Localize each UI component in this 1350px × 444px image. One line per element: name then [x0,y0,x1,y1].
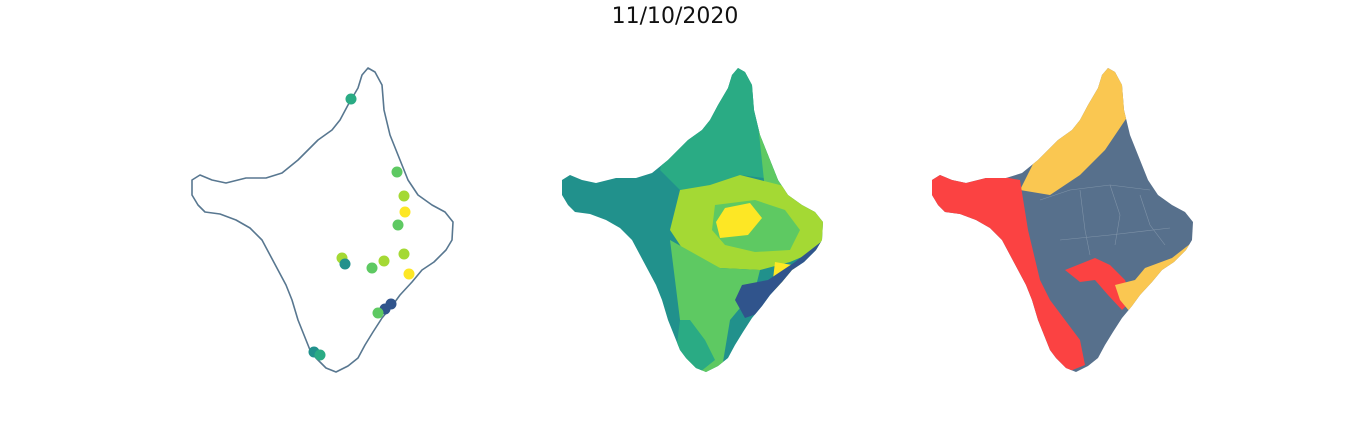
data-point [339,258,351,270]
subregion-borders [1039,184,1171,256]
data-point [403,268,415,280]
data-point [378,255,390,267]
choropleth-map [562,68,823,372]
data-point [399,206,411,218]
data-point [314,349,326,361]
point-map [191,67,454,373]
class-yellow-north [1020,68,1135,195]
figure-title: 11/10/2020 [611,4,739,29]
region-yellow-north [716,203,762,238]
data-point [366,262,378,274]
classified-map [932,68,1193,372]
data-point [391,166,403,178]
data-point [372,307,384,319]
data-point [392,219,404,231]
region-outline [191,67,454,373]
data-point [345,93,357,105]
data-point [398,248,410,260]
region-north [660,68,780,190]
data-points [308,93,415,361]
region-southeast [735,235,823,318]
class-red-river [1065,258,1132,310]
data-point [398,190,410,202]
